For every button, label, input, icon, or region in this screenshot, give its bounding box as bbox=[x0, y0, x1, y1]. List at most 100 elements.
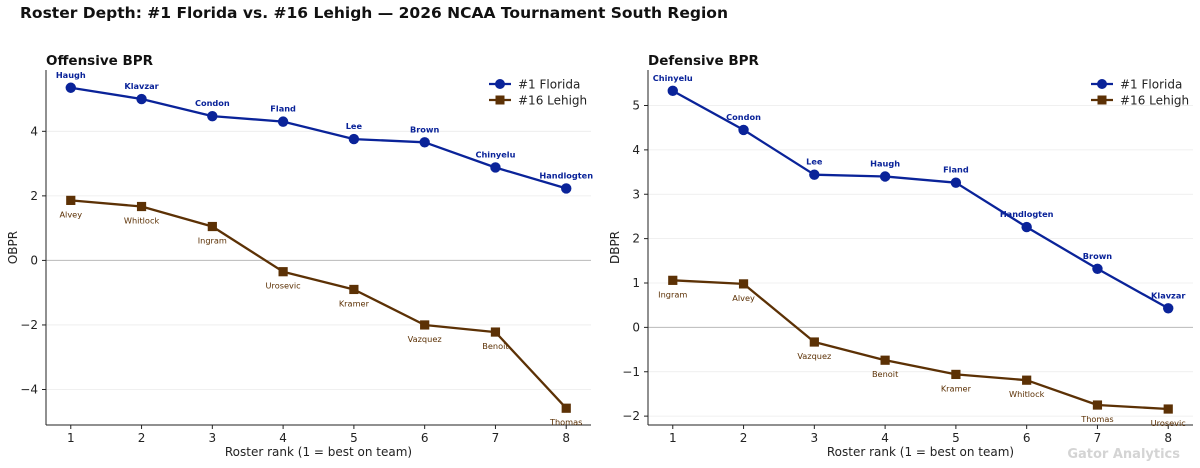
data-point-florida bbox=[490, 162, 501, 173]
player-label: Condon bbox=[726, 112, 761, 122]
x-axis-label: Roster rank (1 = best on team) bbox=[225, 445, 412, 459]
player-label: Urosevic bbox=[266, 281, 301, 291]
data-point-lehigh bbox=[278, 267, 288, 277]
series-line-florida bbox=[672, 89, 1169, 310]
data-point-lehigh bbox=[1022, 375, 1032, 385]
x-tick-label: 2 bbox=[138, 431, 146, 445]
y-tick-label: −2 bbox=[622, 409, 640, 423]
data-point-florida bbox=[879, 171, 891, 182]
player-label: Lee bbox=[346, 121, 363, 131]
data-point-florida bbox=[277, 116, 289, 127]
data-point-florida bbox=[1092, 263, 1103, 274]
panel-title: Defensive BPR bbox=[648, 53, 760, 69]
x-tick-label: 4 bbox=[279, 431, 287, 445]
player-label: Handlogten bbox=[539, 170, 593, 180]
y-tick-label: −4 bbox=[20, 383, 38, 397]
x-tick-label: 4 bbox=[881, 431, 889, 445]
player-label: Kramer bbox=[339, 298, 370, 308]
y-tick-label: 2 bbox=[632, 232, 640, 246]
player-label: Fland bbox=[270, 104, 296, 114]
data-point-florida bbox=[419, 137, 430, 148]
data-point-florida bbox=[738, 124, 749, 136]
player-label: Urosevic bbox=[1151, 418, 1186, 428]
data-point-florida bbox=[561, 183, 572, 194]
x-tick-label: 7 bbox=[492, 431, 500, 445]
y-tick-label: 0 bbox=[632, 320, 640, 334]
legend-label: #1 Florida bbox=[518, 77, 580, 91]
x-tick-label: 1 bbox=[67, 431, 75, 445]
x-tick-label: 7 bbox=[1094, 431, 1102, 445]
player-label: Lee bbox=[806, 157, 823, 167]
player-label: Alvey bbox=[59, 209, 82, 219]
data-point-florida bbox=[1021, 221, 1032, 233]
legend-marker-florida bbox=[1097, 79, 1107, 89]
x-tick-label: 1 bbox=[669, 431, 677, 445]
y-tick-label: 0 bbox=[30, 253, 38, 267]
player-label: Handlogten bbox=[1000, 209, 1054, 219]
x-tick-label: 2 bbox=[740, 431, 748, 445]
data-point-lehigh bbox=[561, 403, 571, 413]
player-label: Fland bbox=[943, 165, 969, 175]
legend-marker-lehigh bbox=[495, 95, 505, 105]
y-tick-label: 2 bbox=[30, 189, 38, 203]
y-axis-label: DBPR bbox=[608, 231, 622, 264]
data-point-florida bbox=[1163, 303, 1174, 314]
panel-title: Offensive BPR bbox=[46, 53, 154, 69]
player-label: Vazquez bbox=[408, 334, 442, 344]
player-label: Ingram bbox=[198, 236, 227, 246]
data-point-lehigh bbox=[809, 337, 819, 347]
player-label: Chinyelu bbox=[475, 149, 515, 159]
y-tick-label: 4 bbox=[30, 124, 38, 138]
y-tick-label: −2 bbox=[20, 318, 38, 332]
data-point-florida bbox=[65, 82, 76, 93]
series-line-florida bbox=[70, 86, 567, 190]
data-point-lehigh bbox=[420, 320, 430, 330]
y-tick-label: −1 bbox=[622, 365, 640, 379]
player-label: Alvey bbox=[732, 293, 755, 303]
player-label: Benoit bbox=[872, 369, 899, 379]
player-label: Klavzar bbox=[124, 81, 159, 91]
legend-label: #1 Florida bbox=[1120, 77, 1182, 91]
x-tick-label: 8 bbox=[562, 431, 570, 445]
y-axis-label: OBPR bbox=[6, 231, 20, 264]
data-point-florida bbox=[667, 85, 678, 97]
player-label: Ingram bbox=[658, 289, 687, 299]
data-point-florida bbox=[950, 177, 962, 188]
legend-marker-florida bbox=[495, 79, 505, 89]
player-label: Condon bbox=[195, 98, 230, 108]
series-line-lehigh bbox=[672, 279, 1169, 411]
series-line-lehigh bbox=[70, 199, 568, 409]
player-label: Chinyelu bbox=[653, 73, 693, 83]
x-tick-label: 3 bbox=[209, 431, 217, 445]
player-label: Thomas bbox=[549, 417, 582, 427]
data-point-florida bbox=[348, 133, 360, 145]
player-label: Whitlock bbox=[124, 216, 160, 226]
figure-title: Roster Depth: #1 Florida vs. #16 Lehigh … bbox=[20, 4, 728, 22]
data-point-lehigh bbox=[1092, 400, 1103, 410]
legend-label: #16 Lehigh bbox=[1120, 93, 1189, 107]
data-point-lehigh bbox=[738, 279, 749, 289]
data-point-lehigh bbox=[490, 327, 501, 337]
x-tick-label: 5 bbox=[952, 431, 960, 445]
data-point-lehigh bbox=[880, 355, 890, 365]
data-point-lehigh bbox=[668, 275, 678, 285]
x-tick-label: 8 bbox=[1164, 431, 1172, 445]
player-label: Benoit bbox=[482, 341, 509, 351]
y-tick-label: 5 bbox=[632, 99, 640, 113]
y-tick-label: 1 bbox=[632, 276, 640, 290]
x-tick-label: 5 bbox=[350, 431, 358, 445]
data-point-florida bbox=[809, 169, 820, 180]
chart-panel-defensive: −2 −1 0 1 2 3 4 5 1 2 3 4 5 6 7 8 Defensive BPR Roster ra… bbox=[608, 53, 1193, 459]
data-point-lehigh bbox=[136, 201, 147, 212]
player-label: Whitlock bbox=[1009, 389, 1045, 399]
data-point-lehigh bbox=[349, 284, 359, 295]
data-point-florida bbox=[207, 110, 218, 122]
player-label: Brown bbox=[1083, 251, 1112, 261]
player-label: Klavzar bbox=[1151, 290, 1186, 300]
x-tick-label: 3 bbox=[811, 431, 819, 445]
data-point-florida bbox=[136, 93, 147, 105]
player-label: Kramer bbox=[941, 383, 972, 393]
data-point-lehigh bbox=[951, 369, 961, 380]
y-tick-label: 4 bbox=[632, 143, 640, 157]
player-label: Haugh bbox=[56, 70, 86, 80]
